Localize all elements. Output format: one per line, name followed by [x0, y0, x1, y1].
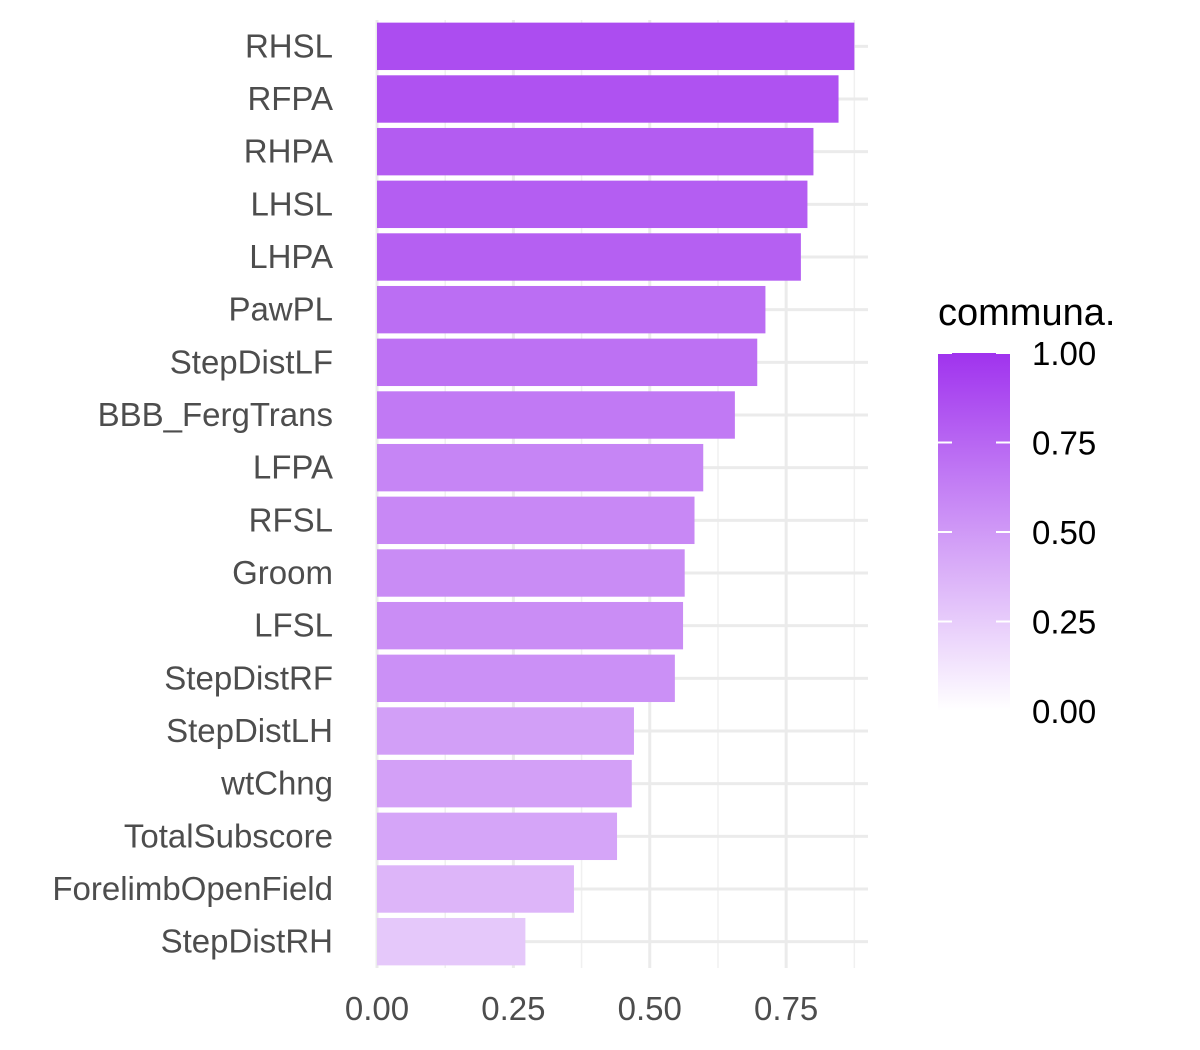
y-tick-label: ForelimbOpenField	[52, 870, 333, 907]
bar-RFPA	[377, 75, 839, 123]
bar-PawPL	[377, 285, 766, 334]
legend-ticks: 1.00 0.75 0.50 0.25 0.00	[938, 335, 1096, 730]
bar-LHSL	[377, 180, 808, 229]
y-tick-label: RHSL	[245, 27, 333, 64]
y-tick-label: LFPA	[253, 449, 333, 486]
legend-title: communa.	[938, 292, 1115, 334]
x-tick-label: 0.75	[754, 990, 818, 1027]
bars	[377, 22, 855, 966]
bar-TotalSubscore	[377, 812, 618, 861]
bar-ForelimbOpenField	[377, 865, 574, 913]
legend-tick-label: 1.00	[1032, 335, 1096, 372]
x-axis-labels: 0.00 0.25 0.50 0.75	[345, 990, 818, 1027]
y-tick-label: StepDistLF	[170, 343, 333, 380]
y-tick-label: LFSL	[254, 607, 333, 644]
bar-StepDistLH	[377, 707, 634, 755]
y-tick-label: StepDistRF	[164, 659, 333, 696]
y-tick-label: Groom	[232, 554, 333, 591]
bar-RHPA	[377, 127, 814, 176]
y-tick-label: StepDistRH	[161, 923, 333, 960]
y-tick-label: TotalSubscore	[124, 817, 333, 854]
y-tick-label: RFSL	[249, 501, 333, 538]
x-tick-label: 0.00	[345, 990, 409, 1027]
bar-LFSL	[377, 601, 684, 650]
y-tick-label: PawPL	[228, 291, 333, 328]
y-axis-labels: RHSL RFPA RHPA LHSL LHPA PawPL StepDistLF BBB_F…	[52, 27, 333, 959]
legend: communa. 1.00 0.75 0.50 0.25 0.00	[938, 292, 1115, 730]
bar-wtChng	[377, 759, 632, 808]
y-tick-label: RFPA	[247, 80, 333, 117]
legend-tick-label: 0.00	[1032, 693, 1096, 730]
legend-tick-label: 0.75	[1032, 425, 1096, 462]
y-tick-label: StepDistLH	[166, 712, 333, 749]
bar-StepDistRF	[377, 654, 675, 703]
y-tick-label: wtChng	[220, 765, 333, 802]
y-tick-label: BBB_FergTrans	[98, 396, 333, 433]
bar-BBB_FergTrans	[377, 391, 735, 439]
bar-LFPA	[377, 443, 704, 492]
x-tick-label: 0.50	[618, 990, 682, 1027]
bar-RFSL	[377, 496, 695, 545]
y-tick-label: RHPA	[244, 133, 333, 170]
bar-RHSL	[377, 22, 855, 71]
bar-StepDistRH	[377, 917, 526, 966]
bar-StepDistLF	[377, 338, 758, 387]
y-tick-label: LHPA	[249, 238, 333, 275]
x-tick-label: 0.25	[481, 990, 545, 1027]
bar-LHPA	[377, 233, 801, 281]
y-tick-label: LHSL	[250, 185, 333, 222]
legend-tick-label: 0.50	[1032, 514, 1096, 551]
legend-tick-label: 0.25	[1032, 604, 1096, 641]
bar-Groom	[377, 549, 685, 597]
